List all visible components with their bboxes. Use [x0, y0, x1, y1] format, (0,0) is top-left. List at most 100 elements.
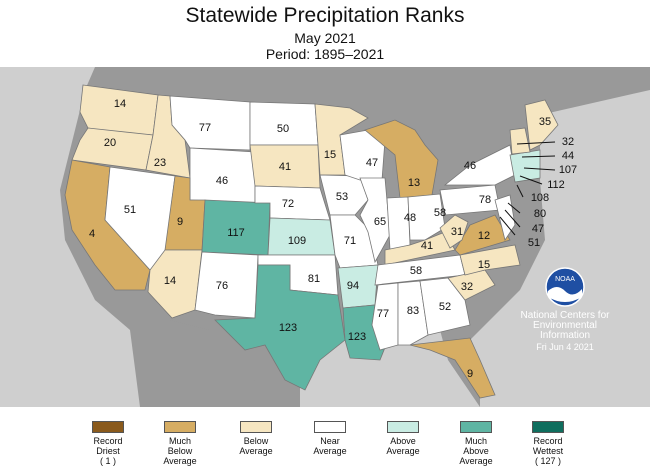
- legend-below: Below Average: [226, 421, 286, 456]
- state-vermont-nh: [509, 127, 531, 155]
- state-rank-in: 48: [404, 212, 416, 224]
- state-maine: [524, 99, 559, 151]
- state-rank-id: 23: [154, 157, 166, 169]
- state-rank-wv: 31: [451, 226, 463, 238]
- callout-rank: 107: [559, 164, 577, 176]
- state-rank-tx: 123: [279, 322, 297, 334]
- state-ohio: [407, 193, 446, 241]
- state-rank-ga: 52: [439, 301, 451, 313]
- legend-near: Near Average: [300, 421, 360, 456]
- state-rank-me: 35: [539, 116, 551, 128]
- legend-much-below: Much Below Average: [150, 421, 210, 466]
- state-rank-ia: 53: [336, 191, 348, 203]
- state-georgia: [419, 277, 471, 336]
- state-rank-al: 83: [407, 305, 419, 317]
- legend-label: Above: [463, 446, 489, 456]
- state-rank-ne: 72: [282, 198, 294, 210]
- legend-much-above: Much Above Average: [446, 421, 506, 466]
- state-texas: [214, 264, 346, 391]
- state-rank-ny: 46: [464, 160, 476, 172]
- state-rank-ok: 81: [308, 273, 320, 285]
- agency-name-line1: National Centers for: [520, 310, 610, 321]
- state-rank-mn: 15: [324, 149, 336, 161]
- legend-swatch: [164, 421, 196, 433]
- legend-swatch: [314, 421, 346, 433]
- atlantic-ocean: [470, 90, 650, 407]
- state-florida: [409, 337, 496, 399]
- state-rank-co: 117: [227, 227, 245, 239]
- legend-label: Average: [386, 446, 420, 456]
- state-rank-sc: 32: [461, 281, 473, 293]
- state-rank-ky: 41: [421, 240, 433, 252]
- legend-above: Above Average: [373, 421, 433, 456]
- state-michigan: [364, 119, 439, 199]
- legend-label: Record: [533, 436, 563, 446]
- legend-label: Below: [167, 446, 193, 456]
- state-north-carolina: [459, 244, 521, 276]
- legend-swatch: [92, 421, 124, 433]
- map-title: Statewide Precipitation Ranks: [185, 4, 465, 27]
- map-subtitle-period: Period: 1895–2021: [265, 46, 385, 62]
- legend-swatch: [460, 421, 492, 433]
- legend-label: Much: [464, 436, 487, 446]
- state-rank-nc: 15: [478, 259, 490, 271]
- state-oregon: [71, 127, 154, 171]
- callout-leaders: [499, 141, 556, 236]
- legend-swatch: [387, 421, 419, 433]
- state-rank-wa: 14: [114, 98, 126, 110]
- state-new-mexico: [194, 251, 259, 319]
- state-rank-az: 14: [164, 275, 176, 287]
- generation-date: Fri Jun 4 2021: [536, 342, 594, 352]
- state-rank-mt: 77: [199, 122, 211, 134]
- legend-label: Below: [243, 436, 269, 446]
- legend-label: Above: [390, 436, 416, 446]
- noaa-logo-text: NOAA: [555, 276, 575, 283]
- state-rank-fl: 9: [467, 368, 473, 380]
- state-rank-or: 20: [104, 137, 116, 149]
- legend-record-wettest: Record Wettest ( 127 ): [518, 421, 578, 466]
- state-rank-nv: 51: [124, 204, 136, 216]
- legend-label: Average: [459, 456, 493, 466]
- state-alabama: [397, 280, 429, 346]
- legend-label: ( 127 ): [534, 456, 561, 466]
- legend-label: Record: [93, 436, 123, 446]
- legend-record-driest: Record Driest ( 1 ): [78, 421, 138, 466]
- agency-name-line3: Information: [539, 330, 591, 341]
- state-rank-labels: 14 20 23 77 50 15 4 51 9 46 41 47 13 14 117 72 53 65 48 58 7…: [89, 98, 551, 380]
- precipitation-map: 14 20 23 77 50 15 4 51 9 46 41 47 13 14 117 72 53 65 48 58 7…: [0, 67, 650, 407]
- map-subtitle-month: May 2021: [294, 30, 356, 46]
- state-rank-sd: 41: [279, 161, 291, 173]
- callout-rank: 32: [562, 136, 574, 148]
- state-rank-ks: 109: [288, 235, 306, 247]
- legend-label: Wettest: [532, 446, 564, 456]
- state-rank-nd: 50: [277, 123, 289, 135]
- state-rank-oh: 58: [434, 207, 446, 219]
- callout-rank: 112: [547, 179, 565, 191]
- state-rank-wy: 46: [216, 175, 228, 187]
- mexico-land: [140, 320, 255, 407]
- legend-label: Average: [313, 446, 347, 456]
- state-new-york: [443, 144, 516, 186]
- state-rank-la: 123: [348, 331, 366, 343]
- callout-rank: 108: [531, 192, 549, 204]
- legend-label: Much: [168, 436, 191, 446]
- state-rank-pa: 78: [479, 194, 491, 206]
- agency-name-line2: Environmental: [533, 320, 597, 331]
- state-rank-il: 65: [374, 216, 386, 228]
- state-west-virginia: [439, 214, 469, 249]
- noaa-logo: NOAA: [545, 267, 585, 307]
- state-new-england-sw: [509, 149, 541, 183]
- state-illinois: [359, 177, 391, 264]
- callout-rank: 47: [532, 223, 544, 235]
- state-rank-ca: 4: [89, 228, 95, 240]
- state-rank-wi: 47: [366, 157, 378, 169]
- callout-rank: 80: [534, 208, 546, 220]
- state-rank-va: 12: [478, 230, 490, 242]
- legend-label: Average: [163, 456, 197, 466]
- state-rank-ms: 77: [377, 308, 389, 320]
- legend-label: ( 1 ): [99, 456, 116, 466]
- callout-rank: 51: [528, 237, 540, 249]
- legend-label: Driest: [96, 446, 120, 456]
- state-rank-ut: 9: [177, 216, 183, 228]
